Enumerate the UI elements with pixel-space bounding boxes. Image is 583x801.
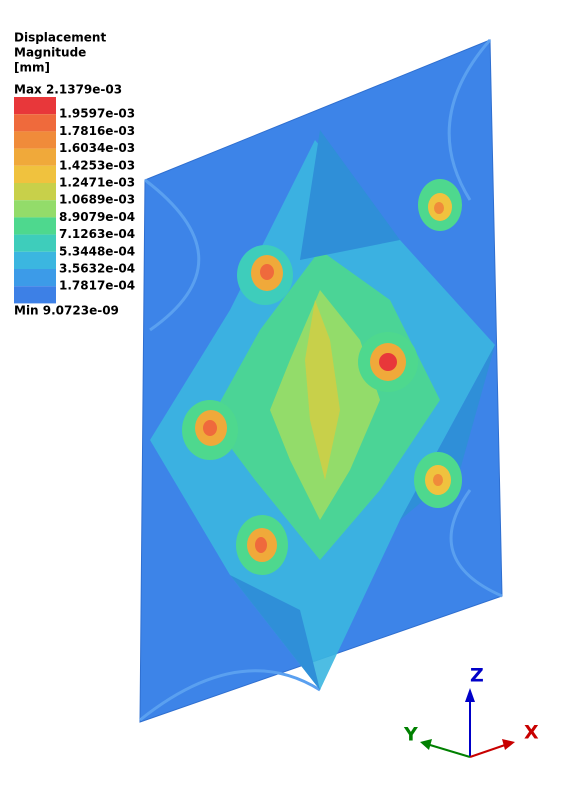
legend-swatch (14, 148, 56, 166)
legend-level: 1.7816e-03 (59, 124, 135, 138)
legend-level: 1.7817e-04 (59, 279, 135, 293)
legend-level: 7.1263e-04 (59, 227, 135, 241)
legend-swatch (14, 200, 56, 218)
legend-title: [mm] (14, 61, 50, 75)
axis-label-x: X (524, 722, 539, 744)
legend-max: Max 2.1379e-03 (14, 83, 122, 97)
legend-swatch (14, 97, 56, 115)
legend-min: Min 9.0723e-09 (14, 304, 119, 318)
legend-swatch (14, 269, 56, 287)
model (139, 39, 503, 723)
legend-level: 1.9597e-03 (59, 107, 135, 121)
legend-level: 8.9079e-04 (59, 210, 135, 224)
legend-swatch (14, 234, 56, 252)
legend-level: 1.4253e-03 (59, 158, 135, 172)
legend-swatch (14, 251, 56, 269)
legend-level: 1.6034e-03 (59, 141, 135, 155)
legend-swatch (14, 183, 56, 201)
legend-level: 5.3448e-04 (59, 244, 135, 258)
legend-swatch (14, 286, 56, 304)
legend-swatch (14, 114, 56, 132)
triad: Z X Y (403, 665, 539, 758)
legend-title: Magnitude (14, 46, 86, 60)
legend-level: 1.2471e-03 (59, 176, 135, 190)
legend: Displacement Magnitude [mm] Max 2.1379e-… (14, 31, 135, 318)
legend-level: 3.5632e-04 (59, 262, 135, 276)
legend-level: 1.0689e-03 (59, 193, 135, 207)
axis-label-y: Y (403, 724, 418, 746)
legend-swatch (14, 165, 56, 183)
hotspots (182, 179, 462, 575)
axis-label-z: Z (470, 665, 484, 687)
legend-swatch (14, 131, 56, 149)
legend-title: Displacement (14, 31, 106, 45)
legend-swatch (14, 217, 56, 235)
